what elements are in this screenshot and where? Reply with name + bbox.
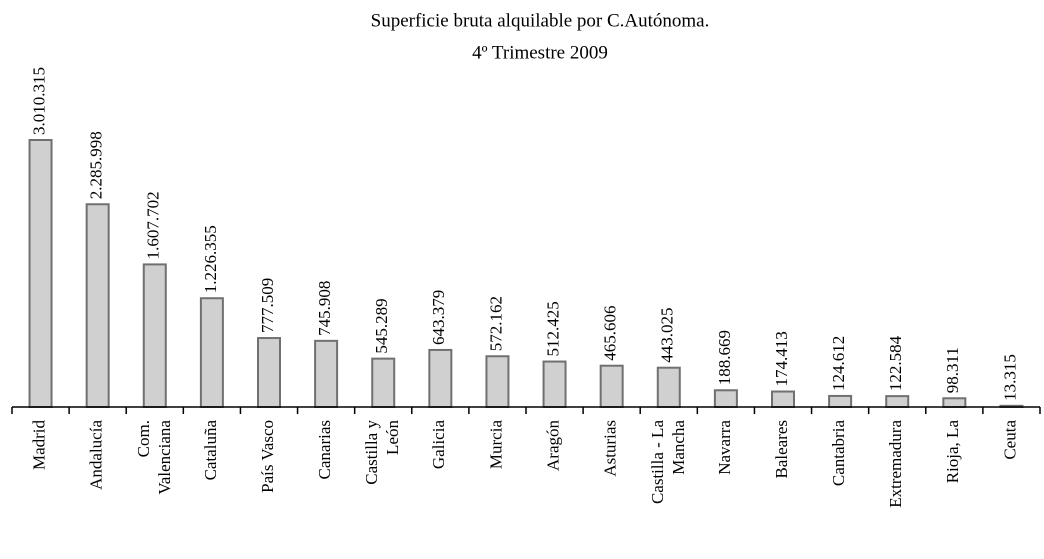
x-tick-label: Madrid bbox=[29, 420, 48, 471]
value-label: 188.669 bbox=[715, 330, 734, 385]
x-tick-label: Baleares bbox=[772, 420, 791, 479]
bar bbox=[542, 360, 567, 408]
x-tick-label: Murcia bbox=[486, 420, 505, 470]
bar bbox=[485, 355, 510, 409]
value-label: 572.162 bbox=[486, 296, 505, 351]
value-label: 545.289 bbox=[372, 298, 391, 353]
value-label: 98.311 bbox=[943, 347, 962, 393]
value-label: 124.612 bbox=[829, 336, 848, 391]
value-label: 777.509 bbox=[258, 278, 277, 333]
bar bbox=[257, 337, 281, 409]
bar bbox=[142, 263, 167, 408]
value-label: 122.584 bbox=[886, 335, 905, 391]
x-tick-label: Extremadura bbox=[886, 420, 905, 508]
value-label: 3.010.315 bbox=[29, 67, 48, 135]
bar bbox=[428, 348, 453, 409]
bar bbox=[28, 139, 53, 408]
value-label: 1.226.355 bbox=[201, 225, 220, 293]
bar bbox=[828, 394, 853, 409]
x-tick-label: Ceuta bbox=[1000, 420, 1019, 460]
value-label: 643.379 bbox=[429, 290, 448, 345]
value-label: 13.315 bbox=[1000, 354, 1019, 401]
value-label: 1.607.702 bbox=[144, 191, 163, 259]
x-tick-label: Cataluña bbox=[201, 420, 220, 481]
x-tick-label: Cantabria bbox=[829, 420, 848, 487]
chart-subtitle: 4º Trimestre 2009 bbox=[472, 42, 608, 63]
x-tick-label: Rioja, La bbox=[943, 420, 962, 484]
value-label: 174.413 bbox=[772, 331, 791, 386]
value-label: 2.285.998 bbox=[87, 131, 106, 199]
bar bbox=[314, 339, 339, 409]
bar bbox=[85, 203, 110, 408]
value-label: 512.425 bbox=[543, 301, 562, 356]
chart-title: Superficie bruta alquilable por C.Autóno… bbox=[371, 10, 710, 31]
x-tick-label: Canarias bbox=[315, 420, 334, 479]
value-label: 465.606 bbox=[601, 305, 620, 360]
x-tick-label: Aragón bbox=[543, 420, 562, 471]
x-tick-label: Andalucía bbox=[87, 420, 106, 490]
bar bbox=[199, 297, 224, 408]
x-tick-label: Navarra bbox=[715, 420, 734, 475]
x-tick-label: Castilla - La Mancha bbox=[648, 420, 688, 504]
bar bbox=[599, 364, 624, 409]
x-tick-label: País Vasco bbox=[258, 420, 277, 493]
bar bbox=[371, 357, 396, 408]
x-tick-label: Asturias bbox=[601, 420, 620, 477]
bar bbox=[771, 390, 795, 408]
x-tick-label: Com. Valenciana bbox=[134, 420, 174, 495]
bar bbox=[713, 389, 738, 408]
bar bbox=[942, 397, 967, 409]
x-tick-label: Castilla y León bbox=[362, 420, 402, 485]
bar bbox=[656, 366, 681, 408]
value-label: 745.908 bbox=[315, 281, 334, 336]
value-label: 443.025 bbox=[658, 307, 677, 362]
bar bbox=[885, 395, 910, 409]
x-tick-label: Galicia bbox=[429, 420, 448, 470]
